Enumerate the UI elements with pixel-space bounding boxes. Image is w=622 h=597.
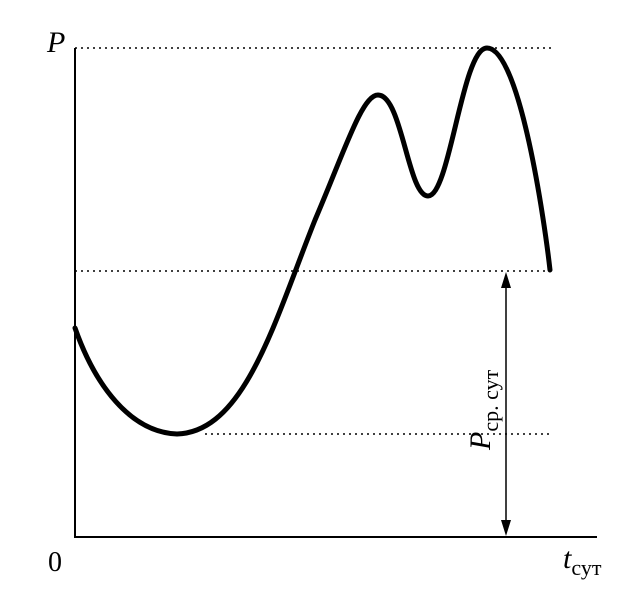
y-axis-label: P [46, 26, 65, 59]
average-arrow-head-bottom [501, 520, 511, 536]
x-axis-label-main: t [563, 542, 572, 575]
average-label-sub: ср. сут [478, 369, 503, 431]
load-curve [72, 45, 553, 437]
average-label-group: Pср. сут [464, 369, 503, 451]
origin-label: 0 [48, 547, 62, 578]
average-label-main: P [464, 432, 497, 451]
average-label: Pср. сут [464, 369, 503, 451]
average-arrow-head-top [501, 272, 511, 288]
x-axis-label-sub: сут [571, 555, 601, 580]
x-axis-label: tсут [563, 542, 602, 580]
